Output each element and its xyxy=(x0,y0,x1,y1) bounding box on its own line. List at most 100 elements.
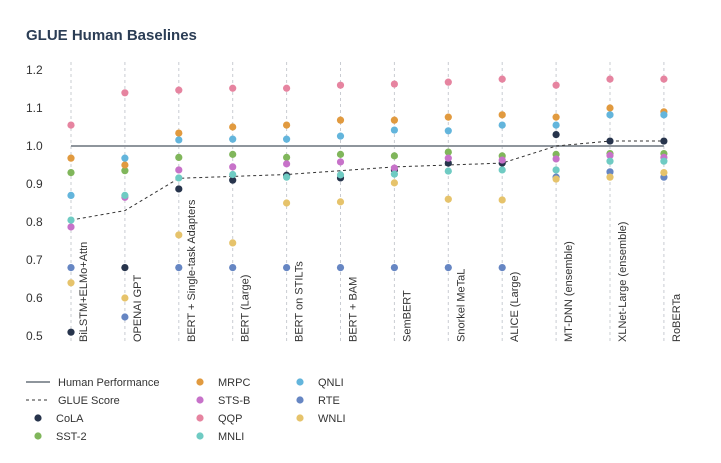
y-tick-label: 1.2 xyxy=(26,63,43,77)
legend-marker-rte xyxy=(296,396,304,404)
point-sts-b xyxy=(67,223,75,231)
x-tick-label: RoBERTa xyxy=(671,293,683,342)
point-mnli xyxy=(336,171,345,179)
point-qqp xyxy=(444,78,452,86)
point-qqp xyxy=(660,75,668,83)
y-tick-label: 0.8 xyxy=(26,215,43,229)
point-cola xyxy=(660,137,668,145)
point-sts-b xyxy=(283,160,291,168)
point-qqp xyxy=(175,86,183,94)
point-mrpc xyxy=(444,113,452,121)
point-mnli xyxy=(67,216,75,224)
point-mrpc xyxy=(283,121,291,129)
point-cola xyxy=(606,137,614,145)
legend-label-mrpc: MRPC xyxy=(218,377,250,389)
point-mnli xyxy=(552,166,560,174)
point-mnli xyxy=(390,170,398,178)
point-sst-2 xyxy=(229,150,237,158)
glue-score-line xyxy=(70,140,664,221)
point-rte xyxy=(283,264,291,272)
legend-marker-mnli xyxy=(196,432,204,440)
point-sts-b xyxy=(390,164,398,172)
point-wnli xyxy=(660,169,668,177)
point-rte xyxy=(121,313,129,321)
x-tick-label: ALICE (Large) xyxy=(509,272,521,342)
point-wnli xyxy=(552,175,560,183)
point-qqp xyxy=(552,81,560,89)
point-wnli xyxy=(121,294,129,302)
point-rte xyxy=(390,264,398,272)
point-sts-b xyxy=(175,166,183,174)
point-wnli xyxy=(336,198,345,206)
y-tick-label: 1.1 xyxy=(26,101,43,115)
point-sts-b xyxy=(444,154,452,162)
point-qqp xyxy=(67,121,75,129)
point-sst-2 xyxy=(175,153,183,161)
point-wnli xyxy=(67,279,75,287)
point-sst-2 xyxy=(444,148,452,156)
point-qqp xyxy=(606,75,614,83)
point-mnli xyxy=(444,167,452,175)
point-qqp xyxy=(121,89,129,97)
point-mrpc xyxy=(229,123,237,131)
point-mnli xyxy=(660,157,668,165)
point-qnli xyxy=(229,135,237,143)
point-mnli xyxy=(175,174,183,182)
point-qnli xyxy=(390,126,398,134)
point-mnli xyxy=(283,173,291,181)
legend-marker-wnli xyxy=(296,414,304,422)
point-mrpc xyxy=(67,154,75,162)
point-sts-b xyxy=(498,156,506,164)
point-mnli xyxy=(606,157,614,165)
y-tick-label: 0.6 xyxy=(26,291,43,305)
y-tick-label: 1.0 xyxy=(26,139,43,153)
chart-title: GLUE Human Baselines xyxy=(26,27,197,44)
point-rte xyxy=(229,264,237,272)
x-tick-label: OPENAI GPT xyxy=(132,274,144,342)
point-mnli xyxy=(498,166,506,174)
point-rte xyxy=(606,168,614,176)
legend-label-rte: RTE xyxy=(318,395,340,407)
legend-label-cola: CoLA xyxy=(56,413,84,425)
point-rte xyxy=(336,264,345,272)
point-qqp xyxy=(390,80,398,88)
legend-label-wnli: WNLI xyxy=(318,413,346,425)
point-rte xyxy=(175,264,183,272)
point-cola xyxy=(175,185,183,193)
point-wnli xyxy=(444,195,452,203)
point-wnli xyxy=(283,199,291,207)
point-sts-b xyxy=(336,158,345,166)
point-wnli xyxy=(390,179,398,187)
point-mrpc xyxy=(390,116,398,124)
x-tick-label: SemBERT xyxy=(401,290,413,342)
point-mnli xyxy=(229,170,237,179)
y-tick-label: 0.5 xyxy=(26,329,43,343)
point-cola xyxy=(67,328,75,336)
x-tick-label: BiLSTM+ELMo+Attn xyxy=(78,242,90,342)
point-rte xyxy=(67,264,75,272)
point-sst-2 xyxy=(283,153,291,161)
point-mnli xyxy=(121,191,129,199)
point-cola xyxy=(229,176,237,184)
point-mrpc xyxy=(121,161,129,169)
point-sts-b xyxy=(552,155,560,163)
legend-glue-label: GLUE Score xyxy=(58,395,120,407)
point-qnli xyxy=(498,121,506,129)
point-qnli xyxy=(121,154,129,162)
point-qnli xyxy=(606,111,614,119)
point-qqp xyxy=(229,84,237,92)
legend-marker-qqp xyxy=(196,414,204,422)
y-tick-label: 0.7 xyxy=(26,253,43,267)
x-tick-label: BERT + BAM xyxy=(348,277,360,342)
point-qnli xyxy=(283,135,291,143)
y-tick-label: 0.9 xyxy=(26,177,43,191)
legend-marker-qnli xyxy=(296,378,304,386)
x-tick-label: MT-DNN (ensemble) xyxy=(563,241,575,342)
x-tick-label: BERT + Single-task Adapters xyxy=(186,199,198,342)
point-mrpc xyxy=(175,129,183,137)
point-qnli xyxy=(660,111,668,119)
point-sst-2 xyxy=(390,152,398,160)
point-sst-2 xyxy=(336,150,345,158)
